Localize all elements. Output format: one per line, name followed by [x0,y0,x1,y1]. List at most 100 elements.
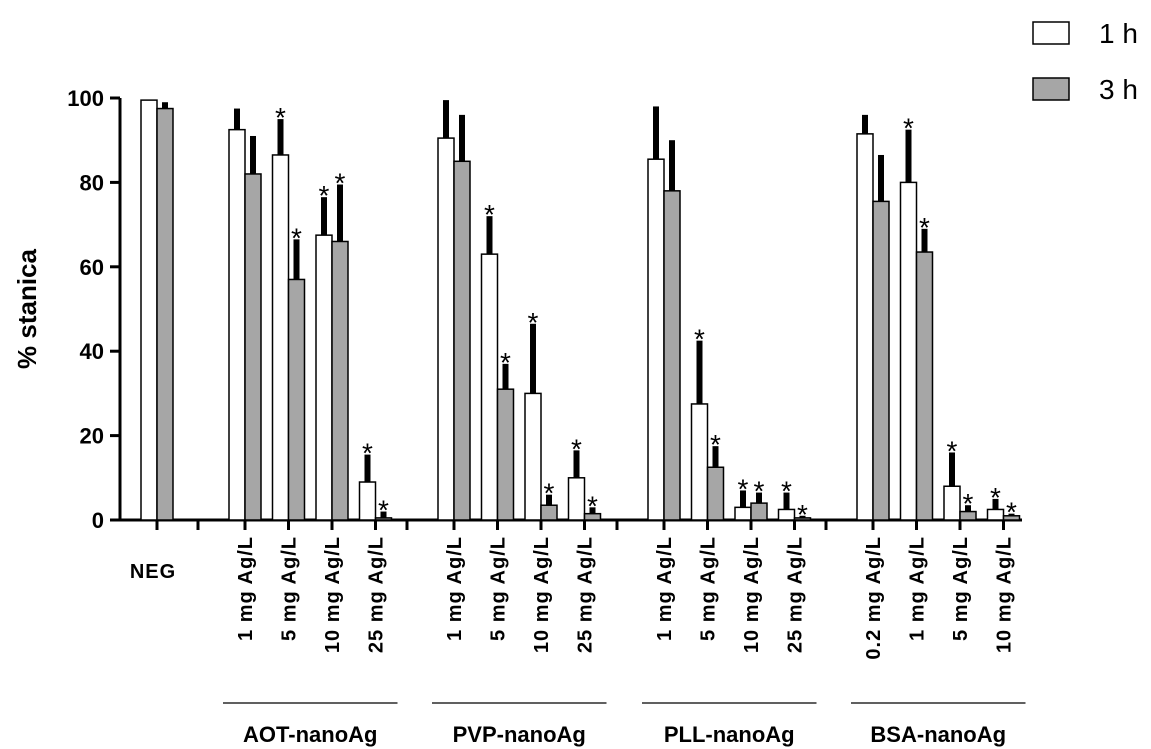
bar-3h [496,388,515,521]
legend-label: 3 h [1099,74,1138,105]
bar-3h [706,466,725,521]
bar-1h [524,392,542,521]
x-category-label: 0.2 mg Ag/L [863,536,885,660]
group-label: PLL-nanoAg [664,722,795,747]
bar-3h [331,240,349,521]
bar-1h [315,234,333,521]
significance-star: * [319,180,330,211]
bar-1h [567,477,586,521]
error-bar-1h [364,454,371,483]
legend-swatch-3h [1032,77,1070,101]
y-axis-label: % stanica [12,248,42,368]
error-bar-3h [921,228,928,253]
error-bar-3h [250,135,256,174]
x-category-label: 10 mg Ag/L [322,536,344,653]
group-label: AOT-nanoAg [243,722,377,747]
error-bar-3h [337,184,343,242]
bar-1h [271,154,290,521]
bar-3h [244,173,262,521]
significance-star: * [587,490,598,521]
significance-star: * [694,324,705,355]
error-bar-3h [756,492,762,504]
significance-star: * [710,429,721,460]
error-bar-1h [862,114,868,134]
bar-3h [663,190,681,521]
x-category-label: 5 mg Ag/L [279,536,301,641]
error-bar-1h [530,323,536,394]
error-bar-3h [878,154,884,202]
error-bar-1h [783,492,790,510]
bar-3h [1002,515,1021,521]
significance-star: * [797,499,808,530]
bar-1h [777,508,796,521]
bar-1h [986,508,1005,521]
significance-star: * [947,435,958,466]
bar-3h [540,504,558,521]
group-label: BSA-nanoAg [870,722,1006,747]
significance-star: * [990,482,1001,513]
error-bar-3h [669,140,675,191]
error-bar-1h [486,216,493,255]
error-bar-1h [573,450,580,478]
significance-star: * [781,476,792,507]
error-bar-1h [234,108,240,130]
y-tick-label: 80 [80,170,104,195]
bar-1h [480,253,499,521]
x-category-label: 25 mg Ag/L [575,536,597,653]
y-tick-label: 100 [67,86,104,111]
significance-star: * [362,438,373,469]
bar-1h [690,403,709,521]
bar-1h [140,99,158,521]
x-category-label: 5 mg Ag/L [698,536,720,641]
group-label: PVP-nanoAg [453,722,586,747]
significance-star: * [919,212,930,243]
significance-star: * [903,113,914,144]
x-category-label: 10 mg Ag/L [531,536,553,653]
y-tick-label: 40 [80,339,104,364]
error-bar-1h [949,452,955,487]
error-bar-3h [380,511,387,518]
error-bar-3h [162,102,168,109]
x-category-label: 25 mg Ag/L [785,536,807,653]
bar-3h [872,200,890,521]
bar-3h [453,160,471,521]
x-category-label: NEG [130,561,176,583]
x-category-label: 5 mg Ag/L [950,536,972,641]
bar-1h [856,133,874,521]
legend-label: 1 h [1099,18,1138,49]
bar-1h [899,181,918,521]
bar-1h [358,481,377,521]
x-category-label: 5 mg Ag/L [488,536,510,641]
significance-star: * [528,307,539,338]
error-bar-3h [1008,513,1015,516]
bar-1h [647,158,665,521]
significance-star: * [291,222,302,253]
error-bar-1h [277,119,284,155]
significance-star: * [963,488,974,519]
error-bar-3h [546,494,552,506]
significance-star: * [275,102,286,133]
error-bar-3h [459,114,465,162]
significance-star: * [544,478,555,509]
y-tick-label: 60 [80,255,104,280]
bars-layer [140,99,1021,521]
error-bar-3h [589,507,596,514]
significance-star: * [1006,497,1017,528]
error-bar-3h [965,505,971,512]
legend-swatch-1h [1032,21,1070,45]
x-category-label: 10 mg Ag/L [994,536,1016,653]
significance-star: * [571,433,582,464]
significance-star: * [738,473,749,504]
error-bar-3h [293,239,300,280]
y-tick-label: 20 [80,424,104,449]
error-bar-1h [905,129,912,183]
x-category-label: 1 mg Ag/L [907,536,929,641]
significance-star: * [378,495,389,526]
x-category-label: 1 mg Ag/L [235,536,257,641]
x-category-label: 1 mg Ag/L [444,536,466,641]
legend: 1 h 3 h [1032,18,1138,105]
error-bar-3h [502,363,509,390]
error-bar-3h [712,446,719,468]
